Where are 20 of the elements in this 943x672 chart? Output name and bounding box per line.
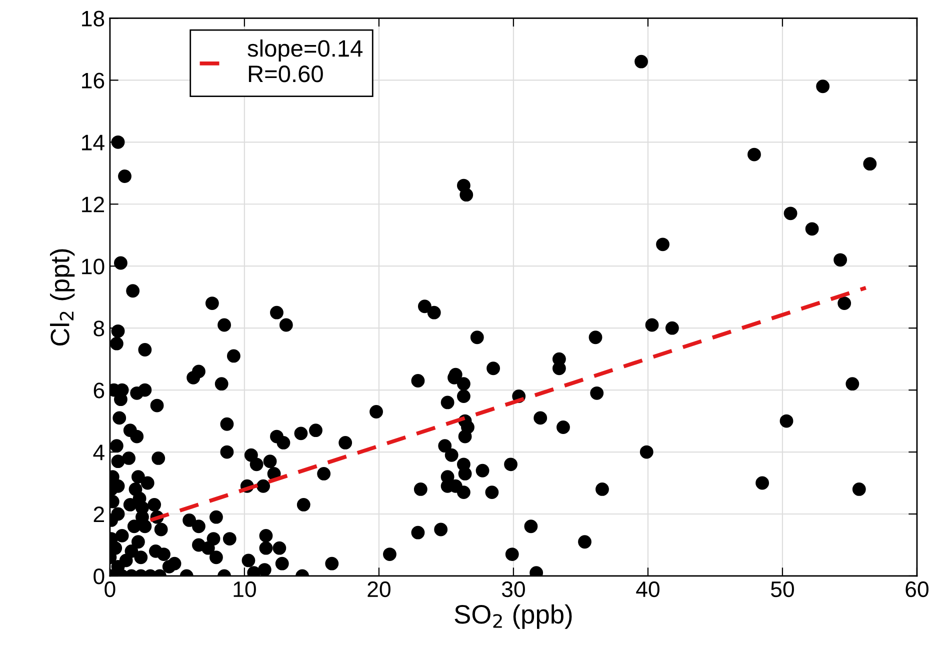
y-tick-label: 4 [93,444,104,460]
y-tick-label: 0 [94,568,104,584]
y-tick-label: 14 [82,134,104,150]
y-tick-label: 10 [82,258,104,274]
y-tick-label: 12 [82,196,104,212]
legend-label: slope=0.14 R=0.60 [248,39,363,82]
x-tick-label: 60 [906,581,928,598]
y-tick-label: 18 [82,10,104,26]
x-tick-label: 0 [104,581,116,598]
x-axis-title: SO$_{2}$ (ppb) [454,604,572,629]
x-tick-label: 20 [368,581,390,598]
x-tick-label: 30 [502,581,525,598]
x-tick-label: 40 [636,581,660,598]
y-tick-label: 16 [82,72,104,88]
x-tick-label: 10 [234,581,256,598]
y-axis-title: Cl$_{2}$ (ppt) [50,249,75,346]
x-tick-label: 50 [771,581,794,598]
y-tick-label: 2 [94,506,104,522]
y-tick-label: 6 [94,382,104,398]
y-tick-label: 8 [94,320,104,336]
